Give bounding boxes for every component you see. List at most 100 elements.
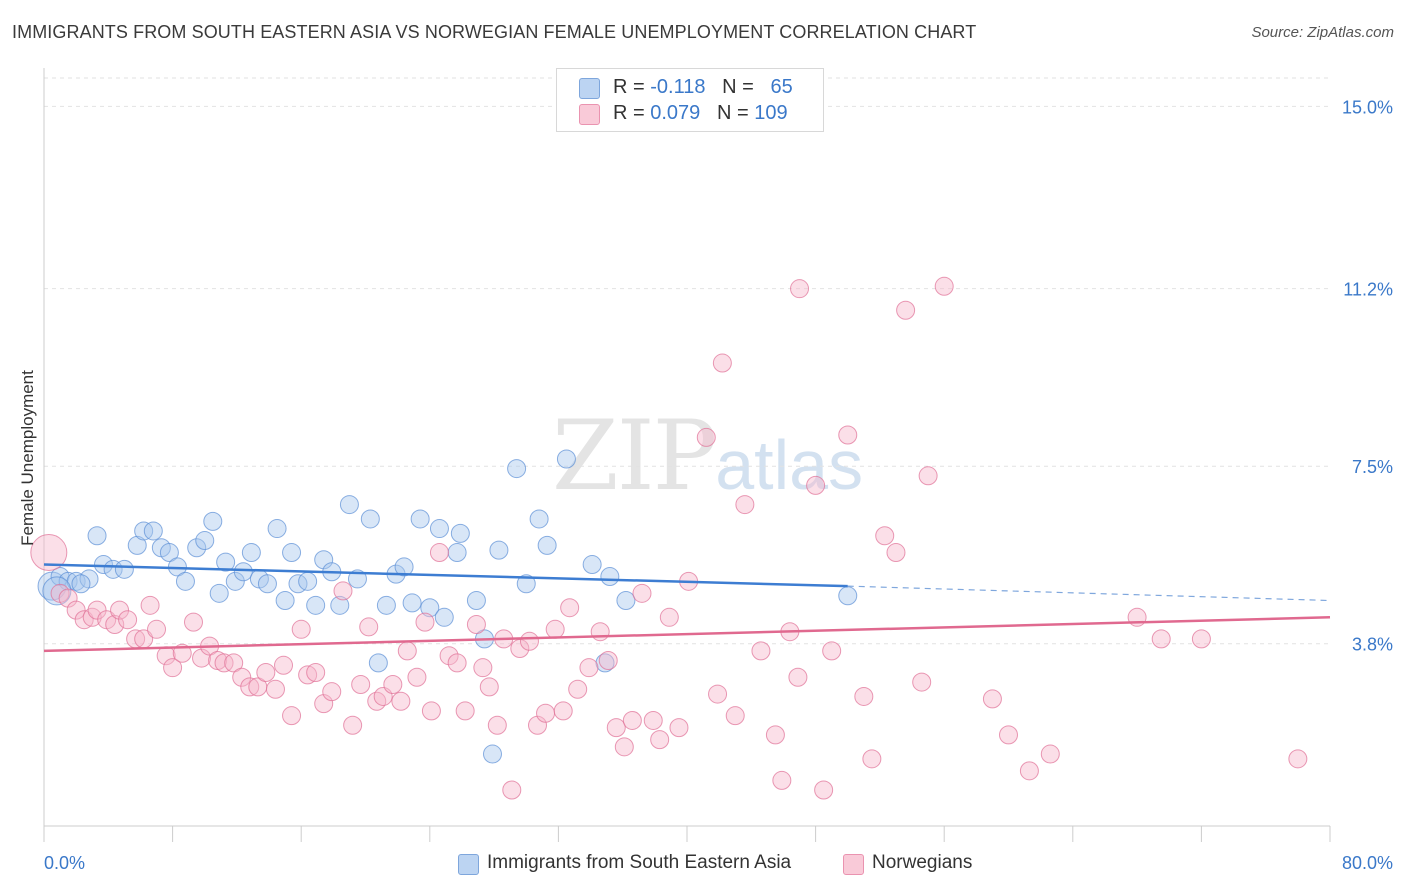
point-sea	[402, 593, 422, 613]
point-norwegians	[772, 770, 792, 790]
point-norwegians	[568, 679, 588, 699]
point-sea	[482, 744, 502, 764]
source-label: Source: ZipAtlas.com	[1251, 24, 1394, 41]
point-norwegians	[147, 619, 167, 639]
point-sea	[466, 591, 486, 611]
trend-line-sea	[43, 563, 848, 588]
point-sea	[42, 576, 72, 606]
point-norwegians	[74, 610, 94, 630]
point-norwegians	[322, 682, 342, 702]
point-norwegians	[862, 749, 882, 769]
point-sea	[203, 511, 223, 531]
point-norwegians	[896, 300, 916, 320]
point-norwegians	[1019, 761, 1039, 781]
point-norwegians	[536, 703, 556, 723]
point-norwegians	[553, 701, 573, 721]
point-norwegians	[429, 543, 449, 563]
x-tick-label-min: 0.0%	[44, 853, 85, 873]
legend-swatch-sea	[579, 78, 600, 99]
series-swatch-sea	[458, 854, 479, 875]
point-norwegians	[359, 617, 379, 637]
point-norwegians	[590, 622, 610, 642]
point-sea	[306, 595, 326, 615]
point-norwegians	[1288, 749, 1308, 769]
point-sea	[516, 574, 536, 594]
point-norwegians	[632, 583, 652, 603]
point-sea	[103, 559, 123, 579]
point-sea	[529, 509, 549, 529]
point-norwegians	[172, 643, 192, 663]
point-norwegians	[659, 607, 679, 627]
point-norwegians	[163, 658, 183, 678]
y-tick-label: 3.8%	[1352, 635, 1393, 655]
point-sea	[267, 519, 287, 539]
point-norwegians	[579, 658, 599, 678]
point-norwegians	[643, 710, 663, 730]
point-sea	[127, 535, 147, 555]
point-sea	[241, 543, 261, 563]
series-swatch-norwegians	[843, 854, 864, 875]
point-norwegians	[788, 667, 808, 687]
point-norwegians	[343, 715, 363, 735]
point-sea	[93, 555, 113, 575]
point-norwegians	[473, 658, 493, 678]
point-norwegians	[886, 543, 906, 563]
watermark: ZIPatlas	[552, 400, 863, 512]
point-norwegians	[87, 600, 107, 620]
y-tick-label: 15.0%	[1342, 97, 1393, 117]
point-norwegians	[140, 595, 160, 615]
point-norwegians	[918, 466, 938, 486]
point-sea	[556, 449, 576, 469]
trend-line-norwegians	[43, 616, 1331, 653]
point-sea	[450, 523, 470, 543]
point-norwegians	[66, 600, 86, 620]
point-norwegians	[291, 619, 311, 639]
y-tick-label: 7.5%	[1352, 457, 1393, 477]
point-norwegians	[622, 710, 642, 730]
point-sea	[330, 595, 350, 615]
point-sea	[429, 519, 449, 539]
trend-line-sea-extension	[847, 585, 1331, 602]
point-norwegians	[306, 662, 326, 682]
point-sea	[233, 562, 253, 582]
watermark-atlas: atlas	[715, 426, 864, 504]
point-sea	[537, 535, 557, 555]
point-sea	[420, 598, 440, 618]
point-norwegians	[351, 674, 371, 694]
point-norwegians	[751, 641, 771, 661]
point-norwegians	[669, 718, 689, 738]
point-norwegians	[982, 689, 1002, 709]
point-norwegians	[1191, 629, 1211, 649]
point-norwegians	[479, 677, 499, 697]
point-norwegians	[696, 427, 716, 447]
point-norwegians	[282, 706, 302, 726]
point-norwegians	[415, 612, 435, 632]
point-sea	[114, 559, 134, 579]
point-sea	[134, 521, 154, 541]
point-norwegians	[333, 581, 353, 601]
legend-n-value: 65	[770, 76, 793, 98]
point-sea	[376, 595, 396, 615]
point-norwegians	[999, 725, 1018, 745]
point-norwegians	[439, 646, 459, 666]
watermark-zip: ZIP	[552, 400, 717, 512]
point-norwegians	[1151, 629, 1171, 649]
legend-r-value: -0.118	[650, 76, 706, 98]
legend-r-value: 0.079	[650, 102, 701, 124]
point-norwegians	[487, 715, 507, 735]
point-sea	[360, 509, 380, 529]
point-norwegians	[765, 725, 785, 745]
point-norwegians	[383, 674, 403, 694]
point-norwegians	[397, 641, 417, 661]
point-norwegians	[614, 737, 634, 757]
point-sea	[209, 583, 229, 603]
point-norwegians	[391, 691, 411, 711]
point-norwegians	[650, 730, 670, 750]
legend-n-value: 109	[754, 102, 788, 124]
point-norwegians	[256, 662, 276, 682]
point-norwegians	[712, 353, 732, 373]
point-norwegians	[1040, 744, 1060, 764]
point-sea	[368, 653, 388, 673]
point-sea	[489, 540, 509, 560]
